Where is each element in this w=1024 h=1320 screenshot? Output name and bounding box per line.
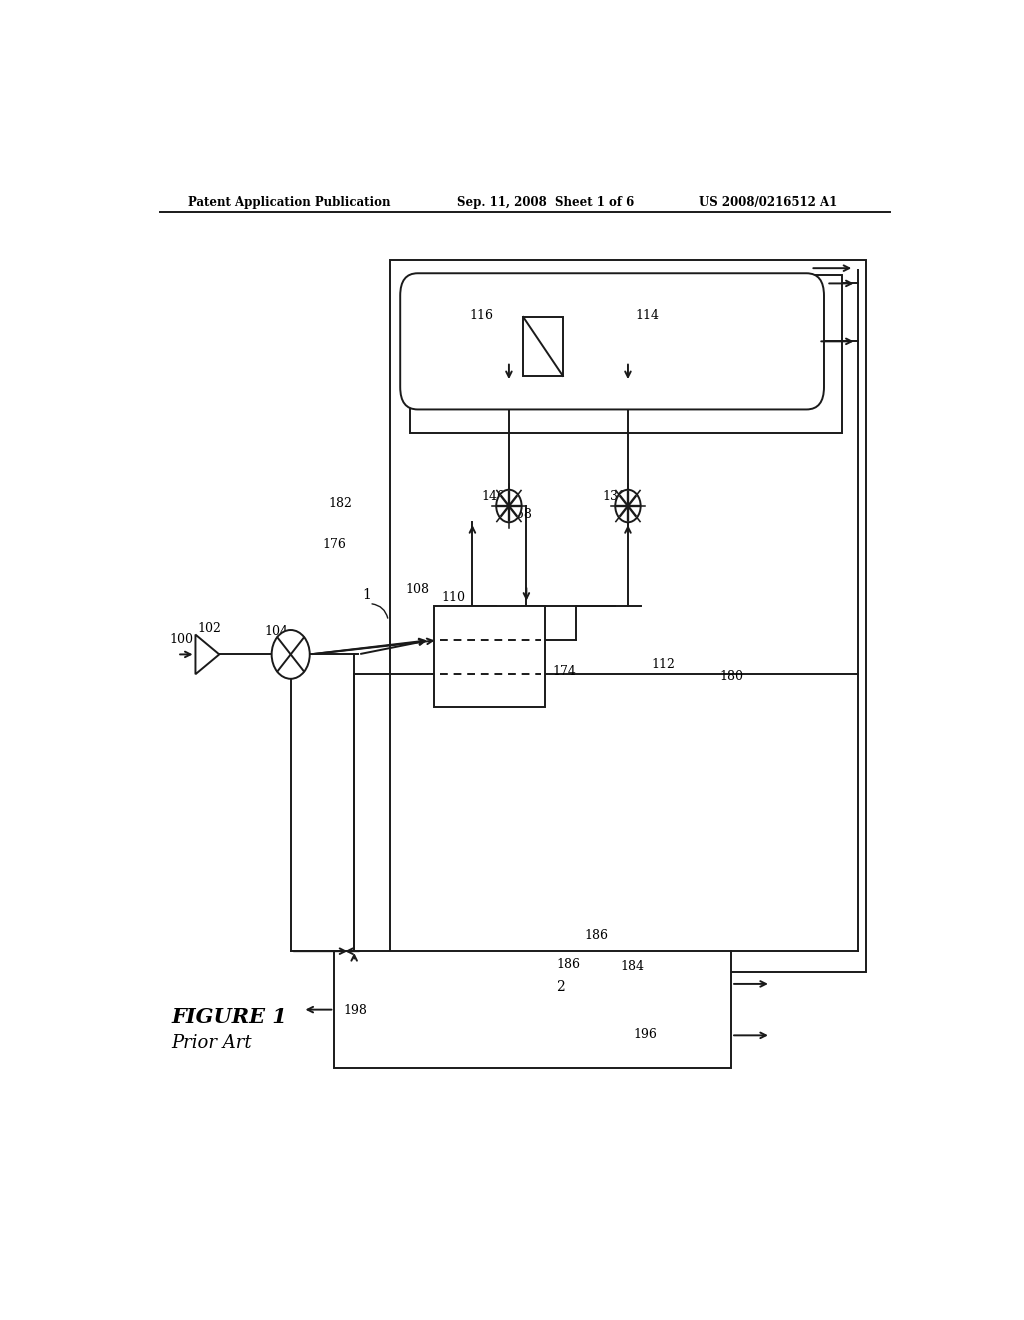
Text: 184: 184 <box>620 960 644 973</box>
FancyBboxPatch shape <box>400 273 824 409</box>
Text: 180: 180 <box>719 671 743 684</box>
Text: Patent Application Publication: Patent Application Publication <box>187 195 390 209</box>
Bar <box>433 606 545 708</box>
Text: 100: 100 <box>169 632 194 645</box>
Text: 174: 174 <box>553 665 577 678</box>
Text: 2: 2 <box>557 979 565 994</box>
Text: Prior Art: Prior Art <box>172 1034 252 1052</box>
Text: 140: 140 <box>481 490 505 503</box>
Text: 102: 102 <box>198 623 222 635</box>
Text: 176: 176 <box>323 539 346 552</box>
Text: 198: 198 <box>344 1003 368 1016</box>
Circle shape <box>497 490 521 523</box>
Text: US 2008/0216512 A1: US 2008/0216512 A1 <box>699 195 838 209</box>
Polygon shape <box>196 635 219 675</box>
Text: 110: 110 <box>441 591 466 605</box>
Text: Sep. 11, 2008  Sheet 1 of 6: Sep. 11, 2008 Sheet 1 of 6 <box>458 195 635 209</box>
Text: 196: 196 <box>634 1028 657 1041</box>
Text: 1: 1 <box>362 589 371 602</box>
Bar <box>410 276 842 433</box>
Text: 108: 108 <box>406 583 430 595</box>
Text: 112: 112 <box>652 659 676 671</box>
Text: 182: 182 <box>328 498 352 511</box>
Circle shape <box>271 630 309 678</box>
Circle shape <box>615 490 641 523</box>
Text: 116: 116 <box>469 309 494 322</box>
Text: 114: 114 <box>636 309 659 322</box>
Bar <box>390 260 866 972</box>
Text: 136: 136 <box>602 490 627 503</box>
Bar <box>334 952 731 1068</box>
Text: 104: 104 <box>264 624 289 638</box>
Text: FIGURE 1: FIGURE 1 <box>172 1007 288 1027</box>
Text: 158: 158 <box>509 508 532 520</box>
Bar <box>523 317 563 376</box>
Text: 186: 186 <box>585 929 608 942</box>
Text: 186: 186 <box>557 958 581 972</box>
